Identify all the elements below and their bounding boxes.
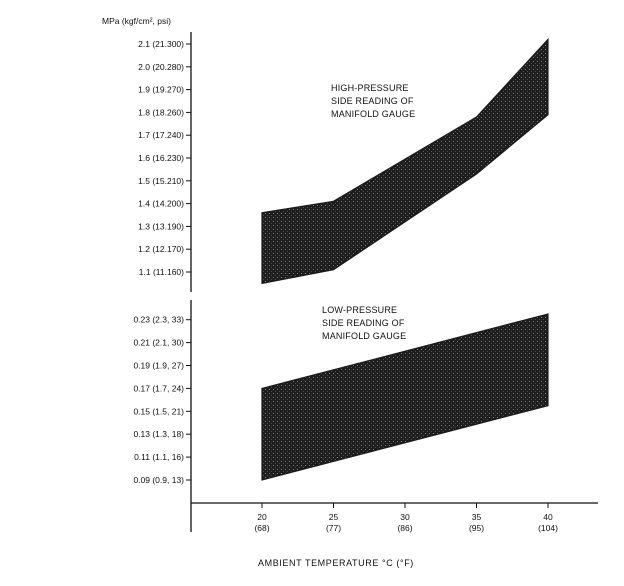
high-pressure-y-tick-label-8: 1.3 (13.190) xyxy=(138,221,184,231)
low-pressure-annotation-line-3: MANIFOLD GAUGE xyxy=(322,331,406,341)
low-pressure-annotation-line-2: SIDE READING OF xyxy=(322,318,405,328)
high-pressure-y-tick-label-10: 1.1 (11.160) xyxy=(139,267,184,277)
high-pressure-y-tick-label-6: 1.5 (15.210) xyxy=(138,176,184,186)
low-pressure-y-tick-label-4: 0.15 (1.5, 21) xyxy=(133,406,184,416)
low-pressure-y-axis: 0.23 (2.3, 33) 0.21 (2.1, 30) 0.19 (1.9, 2… xyxy=(133,300,192,532)
pressure-bands xyxy=(261,37,549,481)
high-pressure-y-tick-label-4: 1.7 (17.240) xyxy=(138,130,184,140)
high-pressure-y-tick-label-2: 1.9 (19.270) xyxy=(138,85,184,95)
high-pressure-y-axis: 2.1 (21.300) 2.0 (20.280) 1.9 (19.270) 1.8 … xyxy=(138,32,192,292)
pressure-unit-label: MPa (kgf/cm², psi) xyxy=(102,16,171,26)
x-tick-sublabel-3: (95) xyxy=(469,523,484,533)
temperature-x-axis: 20(68) 25(77) 30(86) 35(95) 40(104) xyxy=(191,502,598,533)
x-tick-sublabel-2: (86) xyxy=(397,523,412,533)
x-tick-sublabel-1: (77) xyxy=(326,523,341,533)
high-pressure-annotation-line-2: SIDE READING OF xyxy=(331,96,414,106)
high-pressure-band xyxy=(261,37,549,285)
high-pressure-y-tick-label-0: 2.1 (21.300) xyxy=(138,39,184,49)
low-pressure-y-tick-label-2: 0.19 (1.9, 27) xyxy=(133,361,184,371)
high-pressure-annotation-line-1: HIGH-PRESSURE xyxy=(331,83,409,93)
low-pressure-y-tick-label-1: 0.21 (2.1, 30) xyxy=(133,338,184,348)
low-pressure-annotation-line-1: LOW-PRESSURE xyxy=(322,305,397,315)
low-pressure-y-tick-label-5: 0.13 (1.3, 18) xyxy=(133,429,184,439)
x-tick-label-3: 35 xyxy=(472,512,482,522)
x-tick-label-4: 40 xyxy=(543,512,553,522)
x-tick-sublabel-0: (68) xyxy=(254,523,269,533)
x-tick-label-0: 20 xyxy=(257,512,267,522)
low-pressure-y-tick-label-6: 0.11 (1.1, 16) xyxy=(134,452,184,462)
low-pressure-y-tick-label-3: 0.17 (1.7, 24) xyxy=(133,383,184,393)
high-pressure-y-tick-label-1: 2.0 (20.280) xyxy=(138,62,184,72)
high-pressure-y-tick-label-3: 1.8 (18.260) xyxy=(138,107,184,117)
high-pressure-y-tick-label-5: 1.6 (16.230) xyxy=(138,153,184,163)
high-pressure-annotation-line-3: MANIFOLD GAUGE xyxy=(331,109,415,119)
low-pressure-y-tick-label-7: 0.09 (0.9, 13) xyxy=(133,475,184,485)
x-tick-label-2: 30 xyxy=(400,512,410,522)
low-pressure-y-tick-label-0: 0.23 (2.3, 33) xyxy=(133,315,184,325)
low-pressure-band xyxy=(261,313,549,481)
high-pressure-y-tick-label-7: 1.4 (14.200) xyxy=(138,199,184,209)
high-pressure-y-tick-label-9: 1.2 (12.170) xyxy=(138,244,184,254)
x-tick-label-1: 25 xyxy=(329,512,339,522)
x-axis-label: AMBIENT TEMPERATURE °C (°F) xyxy=(258,558,414,568)
x-tick-sublabel-4: (104) xyxy=(538,523,558,533)
